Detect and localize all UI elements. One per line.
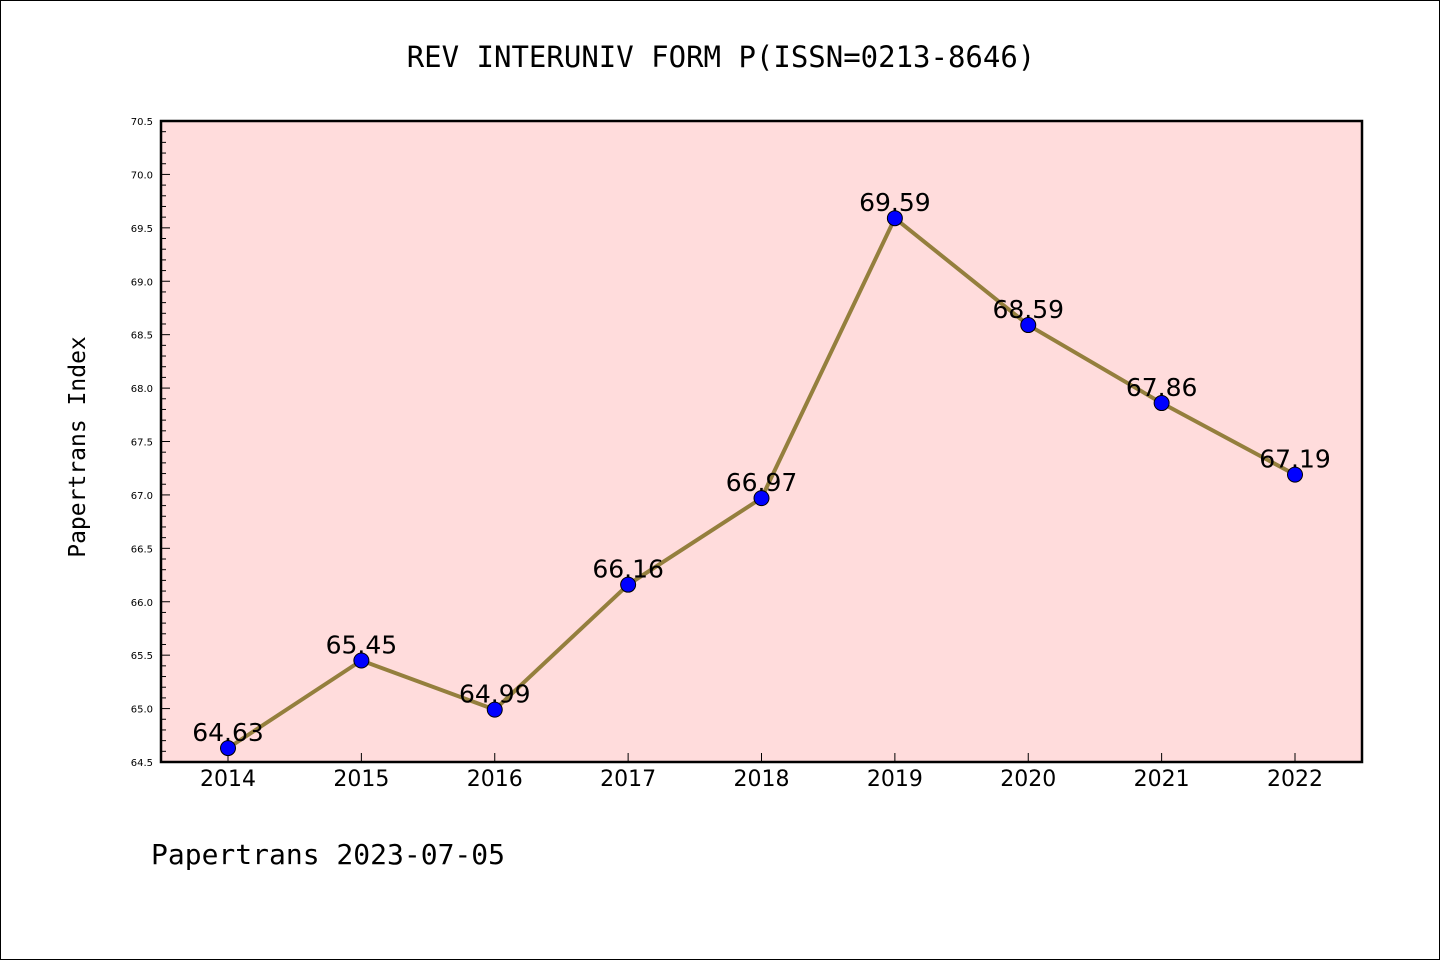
y-tick-label: 64.5 [131,758,153,769]
y-tick-label: 69.0 [131,277,153,288]
x-tick-label: 2020 [1000,767,1056,792]
data-point [620,576,637,593]
y-tick-label: 65.5 [131,651,153,662]
data-point [1153,395,1170,412]
data-label: 65.45 [326,631,398,660]
y-tick-label: 65.0 [131,705,153,716]
x-tick-label: 2022 [1267,767,1323,792]
data-point [486,701,503,718]
x-tick-label: 2016 [467,767,523,792]
data-label: 69.59 [859,188,931,217]
data-label: 67.19 [1259,445,1331,474]
x-axis-ticks: 2014 2015 2016 2017 2018 2019 2020 2021 2022 [200,753,1323,792]
plot-area [161,121,1362,762]
y-tick-label: 70.0 [131,170,153,181]
x-tick-label: 2014 [200,767,256,792]
data-label: 64.99 [459,680,531,709]
y-tick-label: 67.0 [131,491,153,502]
data-point [886,210,903,227]
y-tick-label: 66.0 [131,598,153,609]
data-point [353,652,370,669]
data-label: 68.59 [992,295,1064,324]
y-tick-label: 67.5 [131,438,153,449]
y-tick-label: 70.5 [131,117,153,128]
y-tick-label: 68.0 [131,384,153,395]
data-point [220,740,236,757]
data-point [753,490,770,507]
x-tick-label: 2021 [1134,767,1190,792]
footer-date: Papertrans 2023-07-05 [151,838,505,871]
plot-border [159,119,1364,764]
series-layer: 64.63 65.45 64.99 66.16 66.97 69.59 68.59 67.86… [192,188,1331,757]
y-tick-label: 69.5 [131,224,153,235]
data-label: 67.86 [1126,373,1198,402]
data-label: 64.63 [192,718,264,747]
x-tick-label: 2018 [734,767,790,792]
y-tick-label: 66.5 [131,544,153,555]
y-axis-label: Papertrans Index [65,336,91,558]
chart-title: REV INTERUNIV FORM P(ISSN=0213-8646) [407,40,1036,74]
x-tick-label: 2019 [867,767,923,792]
data-point [1287,466,1303,483]
data-label: 66.16 [592,555,664,584]
x-tick-label: 2015 [333,767,389,792]
data-point [1020,317,1037,334]
x-tick-label: 2017 [600,767,656,792]
y-tick-label: 68.5 [131,331,153,342]
data-label: 66.97 [726,468,798,497]
